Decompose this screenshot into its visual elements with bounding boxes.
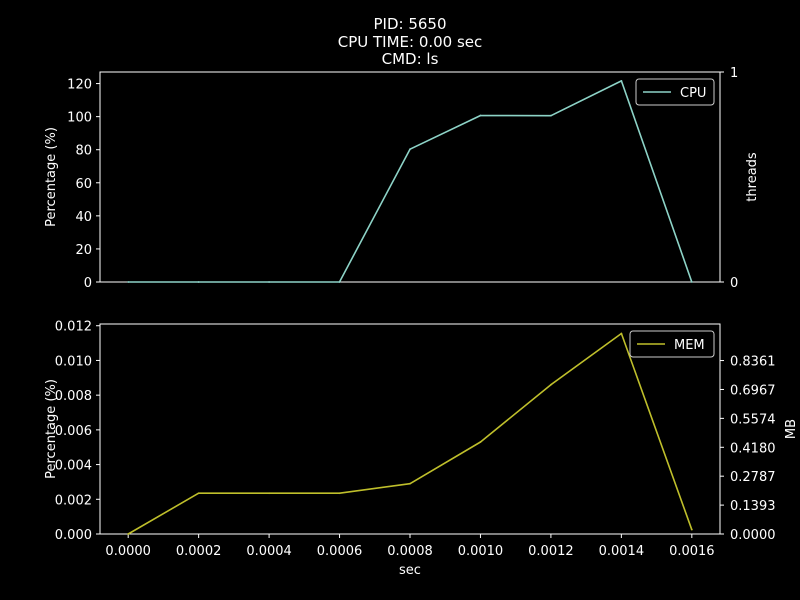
data-point (409, 482, 411, 485)
legend-label: MEM (674, 338, 705, 353)
y2-tick-label: 0.4180 (730, 441, 776, 456)
y2-tick-label: 0.2787 (730, 470, 776, 485)
y-tick-label: 100 (67, 111, 92, 126)
data-point (197, 492, 200, 495)
data-point (338, 281, 341, 283)
data-point (127, 533, 130, 535)
y-axis-label: Percentage (%) (44, 379, 59, 479)
y-tick-label: 80 (75, 144, 92, 159)
mem-panel: 0.000 0.002 0.004 0.006 0.008 0.010 0.012 0.000… (44, 320, 799, 578)
data-point (197, 281, 200, 283)
x-axis-label: sec (399, 563, 421, 578)
y-tick-label: 0.002 (55, 493, 92, 508)
x-tick-label: 0.0014 (599, 544, 645, 559)
data-point (479, 441, 482, 443)
title-line-2: CPU TIME: 0.00 sec (338, 33, 483, 51)
data-point (127, 281, 130, 283)
legend-label: CPU (680, 86, 706, 101)
data-point (338, 492, 341, 495)
data-point (479, 114, 482, 117)
y-tick-label: 0.012 (55, 320, 92, 335)
y-tick-label: 120 (67, 78, 92, 93)
x-tick-label: 0.0012 (528, 544, 574, 559)
y2-tick-label: 0.1393 (730, 499, 776, 514)
y-tick-label: 0.008 (55, 389, 92, 404)
y-axis-label: Percentage (%) (44, 127, 59, 227)
y-tick-label: 20 (75, 243, 92, 258)
data-point (268, 281, 270, 283)
y2-tick-label: 0 (730, 276, 738, 291)
x-tick-label: 0.0002 (176, 544, 222, 559)
x-tick-label: 0.0010 (458, 544, 504, 559)
legend-box (635, 78, 715, 106)
legend-box (629, 330, 715, 358)
x-tick-label: 0.0006 (317, 544, 363, 559)
y2-tick-label: 0.5574 (730, 412, 776, 427)
y2-tick-label: 0.8361 (730, 355, 776, 370)
y2-tick-label: 1 (730, 66, 738, 81)
title-line-3: CMD: ls (382, 50, 439, 68)
y2-axis-label: MB (784, 419, 799, 439)
data-point (409, 148, 411, 151)
y2-tick-label: 0.6967 (730, 383, 776, 398)
x-tick-label: 0.0008 (387, 544, 433, 559)
x-tick-label: 0.0000 (105, 544, 151, 559)
y-tick-label: 0.004 (55, 459, 92, 474)
y-tick-label: 40 (75, 210, 92, 225)
data-point (690, 528, 693, 531)
data-point (620, 332, 623, 335)
y-tick-label: 0.010 (55, 354, 92, 369)
y2-tick-label: 0.0000 (730, 528, 776, 543)
data-point (620, 80, 623, 82)
cpu-panel: 0 20 40 60 80 100 120 0 1 Percentage (%) threads CP… (44, 66, 760, 291)
title-line-1: PID: 5650 (373, 15, 446, 33)
y-tick-label: 60 (75, 177, 92, 192)
data-point (268, 492, 270, 495)
y-tick-label: 0.006 (55, 424, 92, 439)
y-tick-label: 0.000 (55, 528, 92, 543)
y2-axis-label: threads (745, 152, 760, 202)
axes-frame (99, 71, 721, 283)
x-tick-label: 0.0004 (246, 544, 292, 559)
data-point (690, 281, 693, 283)
data-point (550, 383, 552, 386)
x-tick-label: 0.0016 (669, 544, 715, 559)
data-point (550, 114, 552, 117)
y-tick-label: 0 (84, 276, 92, 291)
